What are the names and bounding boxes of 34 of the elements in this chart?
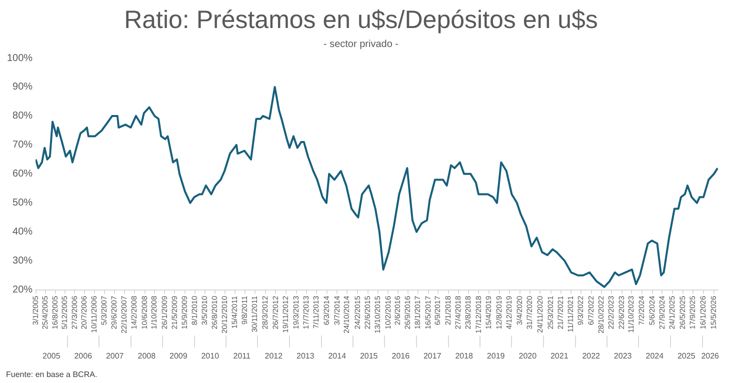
y-tick-label: 30% <box>12 256 33 267</box>
y-tick-label: 50% <box>12 198 33 209</box>
y-tick-label: 90% <box>12 82 33 93</box>
x2-tick-label: 2012 <box>264 351 284 360</box>
x2-tick-label: 2026 <box>701 351 720 360</box>
x2-tick-label: 2019 <box>486 351 506 360</box>
x2-tick-label: 2009 <box>169 351 188 360</box>
x2-tick-label: 2006 <box>74 351 93 360</box>
x2-tick-label: 2023 <box>614 351 632 360</box>
chart-subtitle: - sector privado - <box>323 38 399 50</box>
chart-title: Ratio: Préstamos en u$s/Depósitos en u$s <box>124 6 598 34</box>
x2-tick-label: 2020 <box>518 351 538 360</box>
x2-tick-label: 2014 <box>328 351 347 360</box>
x2-tick-label: 2011 <box>233 351 251 360</box>
x2-tick-label: 2013 <box>296 351 315 360</box>
x2-tick-label: 2010 <box>201 351 220 360</box>
source-note: Fuente: en base a BCRA. <box>6 370 98 380</box>
y-tick-label: 100% <box>7 52 33 64</box>
x2-tick-label: 2024 <box>646 351 664 360</box>
x2-tick-label: 2008 <box>138 351 156 360</box>
x2-tick-label: 2015 <box>360 351 378 360</box>
x2-tick-label: 2017 <box>423 351 442 360</box>
x2-tick-label: 2021 <box>550 351 569 360</box>
x2-tick-label: 2007 <box>106 351 124 360</box>
y-tick-label: 20% <box>12 284 33 296</box>
y-tick-label: 60% <box>12 168 33 180</box>
y-tick-label: 70% <box>12 140 33 151</box>
y-tick-label: 40% <box>12 226 33 238</box>
y-tick-label: 80% <box>12 110 33 122</box>
x2-tick-label: 2016 <box>392 351 410 360</box>
x2-tick-label: 2018 <box>455 351 474 360</box>
x2-tick-label: 2025 <box>677 351 696 360</box>
x2-tick-label: 2005 <box>42 351 61 360</box>
x2-tick-label: 2022 <box>582 351 601 360</box>
